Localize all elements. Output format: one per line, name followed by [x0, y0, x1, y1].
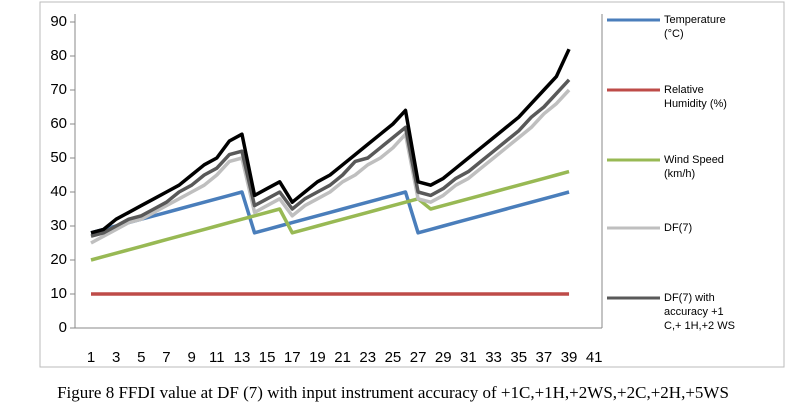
- x-tick-label: 27: [410, 349, 427, 366]
- y-tick-label: 10: [50, 285, 67, 302]
- x-tick-label: 9: [187, 349, 195, 366]
- x-tick-label: 29: [435, 349, 452, 366]
- series-line: [90, 48, 571, 235]
- x-tick-label: 1: [87, 349, 95, 366]
- x-tick-label: 41: [586, 349, 603, 366]
- x-tick-label: 37: [536, 349, 553, 366]
- x-tick-label: 31: [460, 349, 477, 366]
- y-tick-label: 60: [50, 115, 67, 132]
- y-tick-label: 30: [50, 217, 67, 234]
- legend-label: Wind Speed (km/h): [664, 154, 724, 180]
- y-tick-label: 20: [50, 251, 67, 268]
- y-tick-label: 0: [59, 319, 67, 336]
- series-line: [90, 88, 571, 245]
- x-tick-label: 7: [162, 349, 170, 366]
- y-tick-label: 90: [50, 13, 67, 30]
- x-tick-label: 25: [385, 349, 402, 366]
- x-tick-label: 21: [334, 349, 351, 366]
- x-tick-label: 3: [112, 349, 120, 366]
- series-line: [90, 169, 570, 262]
- x-tick-label: 17: [284, 349, 301, 366]
- x-tick-label: 23: [359, 349, 376, 366]
- x-tick-label: 19: [309, 349, 326, 366]
- x-tick-label: 15: [259, 349, 276, 366]
- y-tick-label: 40: [50, 183, 67, 200]
- caption: Figure 8 FFDI value at DF (7) with input…: [57, 383, 729, 402]
- y-tick-label: 50: [50, 149, 67, 166]
- legend-label: Relative Humidity (%): [664, 84, 727, 110]
- x-tick-label: 35: [510, 349, 527, 366]
- x-tick-label: 13: [234, 349, 251, 366]
- legend-label: DF(7): [664, 222, 693, 234]
- chart-frame: [39, 1, 785, 368]
- y-tick-label: 80: [50, 47, 67, 64]
- legend-label: Temperature (°C): [664, 14, 726, 40]
- x-tick-label: 33: [485, 349, 502, 366]
- x-tick-label: 5: [137, 349, 145, 366]
- x-tick-label: 39: [561, 349, 578, 366]
- x-tick-label: 11: [209, 349, 225, 366]
- series-line: [90, 78, 571, 238]
- legend-label: DF(7) with accuracy +1 C,+ 1H,+2 WS: [664, 292, 735, 332]
- y-tick-label: 70: [50, 81, 67, 98]
- series-line: [90, 190, 570, 235]
